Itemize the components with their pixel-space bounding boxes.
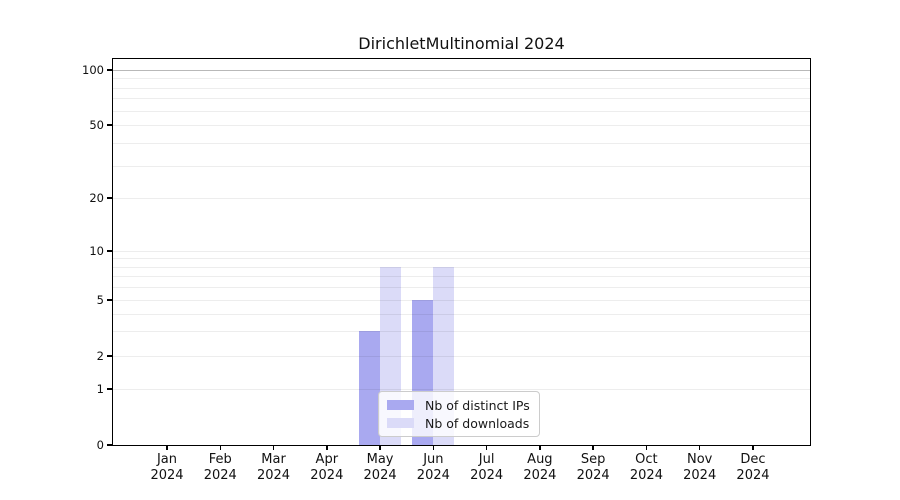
x-axis-tick-label: Apr 2024 — [310, 452, 344, 483]
legend-swatch-icon — [387, 418, 414, 428]
y-gridline — [113, 87, 810, 89]
x-axis-tick — [539, 445, 541, 450]
y-gridline — [113, 313, 810, 315]
x-axis-tick — [485, 445, 488, 450]
x-axis-tick-label: Aug 2024 — [523, 452, 557, 483]
x-axis-tick-label: Jun 2024 — [416, 452, 450, 483]
plot-area: 0 1 2 5 10 20 50 100 Jan 2024 Feb 2024 Mar 2024 Apr… — [82, 58, 811, 483]
y-gridline — [113, 266, 810, 268]
x-axis-tick-label: Mar 2024 — [256, 452, 291, 483]
y-axis-tick — [107, 299, 113, 301]
x-axis-tick — [166, 445, 168, 450]
y-axis-tick-label: 10 — [89, 243, 104, 258]
y-gridline — [113, 355, 810, 357]
plot-border — [112, 58, 811, 446]
y-gridline — [113, 287, 810, 289]
x-axis-tick — [219, 445, 222, 450]
y-axis-tick — [107, 124, 113, 126]
y-axis-tick-label: 100 — [82, 63, 104, 77]
x-axis-tick — [645, 445, 648, 450]
x-axis-tick-label: May 2024 — [363, 452, 397, 483]
y-gridline — [113, 389, 810, 391]
x-axis-tick-label: Dec 2024 — [736, 452, 770, 483]
legend-label: Nb of distinct IPs — [425, 397, 530, 413]
y-gridline — [113, 276, 810, 278]
chart-title: DirichletMultinomial 2024 — [358, 34, 565, 53]
y-axis-tick-label: 1 — [96, 382, 104, 397]
legend-label: Nb of downloads — [425, 415, 530, 431]
legend-entry: Nb of distinct IPs — [387, 396, 530, 414]
x-axis-tick — [432, 445, 435, 450]
x-axis-tick-label: Nov 2024 — [683, 452, 717, 483]
y-axis-tick-label: 2 — [96, 348, 104, 363]
y-axis-tick — [107, 69, 113, 71]
y-axis-tick-label: 0 — [96, 438, 104, 452]
y-gridline — [113, 165, 810, 167]
x-axis-tick-label: Jul 2024 — [470, 452, 504, 483]
x-axis-tick-label: Jan 2024 — [150, 452, 184, 483]
y-gridline — [113, 78, 810, 80]
y-gridline — [113, 197, 810, 199]
legend-swatch-icon — [387, 400, 414, 410]
y-gridline — [113, 70, 810, 71]
y-axis-tick-label: 20 — [89, 190, 104, 205]
y-gridline — [113, 98, 810, 100]
y-gridline — [113, 125, 810, 126]
y-gridline — [113, 258, 810, 260]
y-axis-tick-label: 50 — [89, 118, 104, 132]
y-gridline — [113, 300, 810, 302]
x-axis-tick — [272, 445, 275, 450]
legend-entry: Nb of downloads — [387, 414, 530, 432]
x-axis-tick — [326, 445, 328, 450]
y-axis-tick — [107, 197, 113, 199]
y-axis-tick — [107, 355, 113, 357]
y-gridline — [113, 331, 810, 333]
x-axis-tick-label: Oct 2024 — [629, 452, 663, 483]
x-axis-tick-label: Sep 2024 — [576, 452, 610, 483]
y-gridline — [113, 250, 810, 252]
x-axis-tick — [698, 445, 701, 450]
y-axis-tick — [107, 444, 113, 446]
x-axis-tick-label: Feb 2024 — [203, 452, 237, 483]
y-axis-tick-label: 5 — [96, 293, 104, 308]
x-axis-tick — [752, 445, 754, 450]
y-axis-tick — [107, 250, 113, 252]
bar-distinct-ips-may — [359, 331, 381, 445]
x-axis-tick — [379, 445, 381, 450]
y-axis-tick — [107, 388, 113, 390]
y-gridline — [113, 110, 810, 112]
y-gridline — [113, 142, 810, 144]
x-axis-tick — [592, 445, 594, 450]
legend: Nb of distinct IPs Nb of downloads — [378, 391, 540, 437]
